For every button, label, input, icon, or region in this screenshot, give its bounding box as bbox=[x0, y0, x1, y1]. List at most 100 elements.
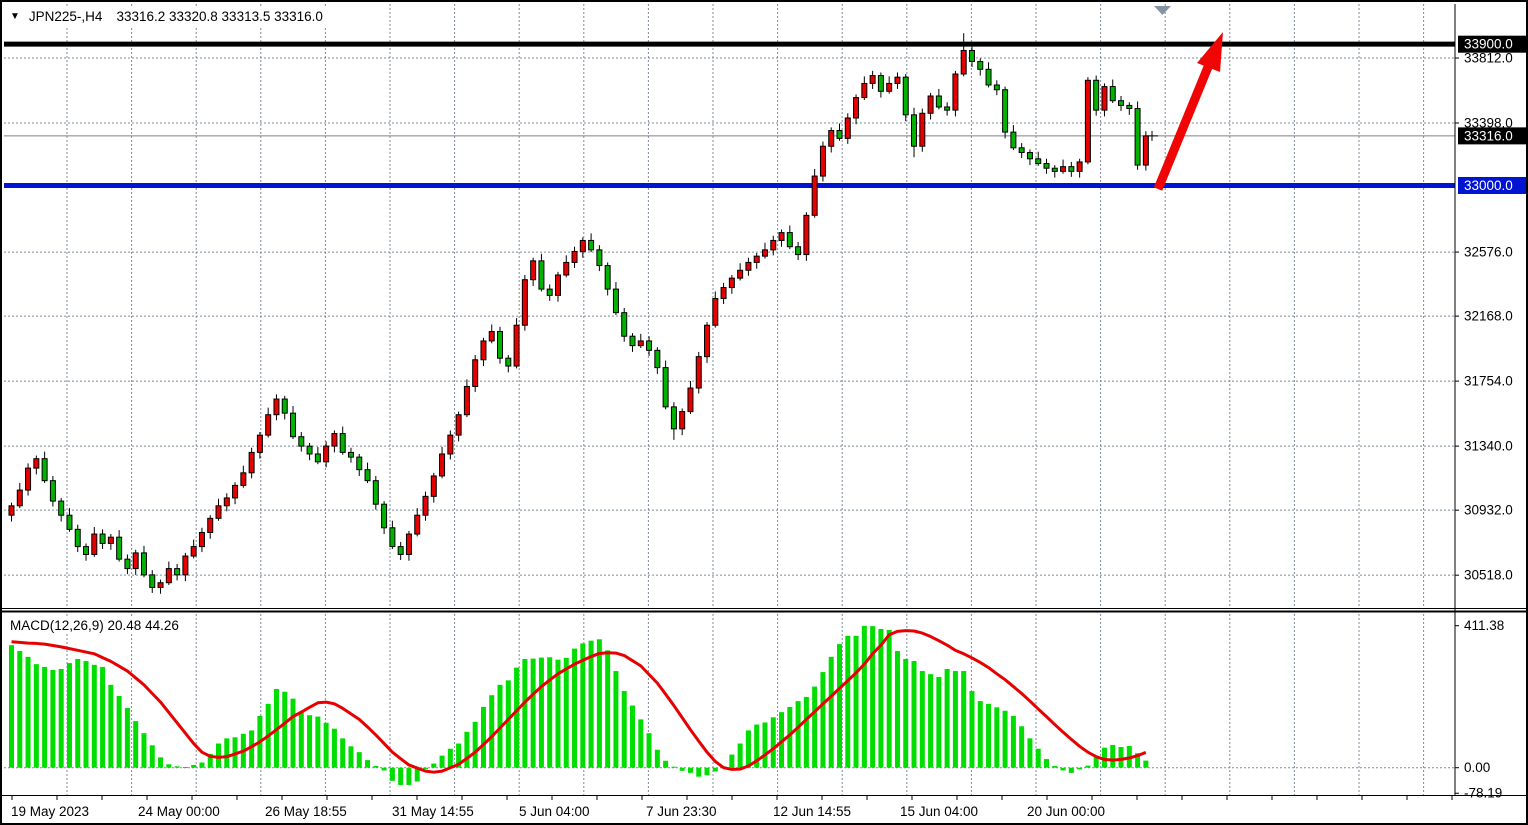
macd-histogram bbox=[9, 625, 1149, 785]
candle-bull bbox=[530, 260, 537, 281]
macd-bar bbox=[423, 767, 428, 770]
candle-bull bbox=[265, 414, 272, 436]
candle-bull bbox=[728, 277, 735, 289]
macd-bar bbox=[663, 760, 669, 768]
macd-bar bbox=[687, 767, 693, 773]
candle-bull bbox=[720, 287, 727, 300]
time-axis-label: 7 Jun 23:30 bbox=[646, 804, 717, 819]
macd-bar bbox=[33, 664, 39, 768]
candle-bull bbox=[712, 298, 719, 326]
candle-bull bbox=[1084, 79, 1091, 163]
macd-bar bbox=[745, 730, 751, 768]
macd-bar bbox=[936, 676, 942, 768]
macd-bar bbox=[133, 721, 139, 768]
candle-bull bbox=[571, 250, 578, 263]
macd-bar bbox=[572, 648, 578, 768]
macd-bar bbox=[828, 656, 834, 768]
macd-bar bbox=[1010, 715, 1016, 768]
time-axis: 19 May 2023 24 May 00:00 26 May 18:55 31 Ma… bbox=[11, 795, 1453, 819]
macd-bar bbox=[812, 686, 818, 768]
macd-bar bbox=[961, 671, 967, 768]
candle-bear bbox=[646, 340, 653, 351]
candle-bull bbox=[745, 261, 752, 271]
candle-bear bbox=[99, 533, 106, 544]
chart-shift-marker-icon[interactable] bbox=[1154, 6, 1171, 15]
macd-bar bbox=[207, 753, 213, 768]
macd-bar bbox=[762, 722, 768, 768]
macd-bar bbox=[91, 664, 97, 768]
candle-bull bbox=[33, 458, 40, 469]
macd-bar bbox=[331, 728, 337, 768]
macd-bar bbox=[530, 658, 536, 768]
macd-bar bbox=[66, 663, 72, 768]
candle-bull bbox=[563, 261, 570, 276]
collapse-triangle-icon[interactable]: ▼ bbox=[10, 10, 20, 22]
macd-bar bbox=[431, 763, 437, 768]
macd-bar bbox=[837, 644, 842, 768]
candle-bear bbox=[1035, 158, 1042, 165]
candle-bull bbox=[422, 495, 429, 516]
candle-bear bbox=[654, 349, 661, 369]
macd-bar bbox=[1002, 710, 1008, 768]
macd-bar bbox=[249, 730, 255, 768]
candle-bear bbox=[306, 445, 313, 455]
candle-bull bbox=[761, 249, 768, 257]
candle-bull bbox=[107, 536, 114, 544]
macd-bar bbox=[348, 746, 354, 768]
candle-bear bbox=[1134, 108, 1141, 166]
pane-splitter[interactable] bbox=[2, 610, 1528, 613]
macd-bar bbox=[994, 707, 1000, 768]
candle-bear bbox=[1093, 79, 1100, 111]
macd-bar bbox=[224, 738, 230, 768]
candle-bull bbox=[414, 514, 421, 535]
candle-bear bbox=[505, 357, 512, 367]
macd-bar bbox=[282, 691, 288, 768]
candle-bear bbox=[49, 480, 56, 502]
macd-bar bbox=[737, 743, 743, 768]
candle-bear bbox=[347, 451, 354, 458]
time-axis-label: 12 Jun 14:55 bbox=[773, 804, 851, 819]
macd-bar bbox=[1101, 747, 1107, 768]
macd-bar bbox=[480, 706, 486, 768]
candle-bull bbox=[240, 472, 247, 486]
candle-bull bbox=[687, 387, 694, 413]
macd-bar bbox=[1060, 767, 1066, 771]
macd-bar bbox=[911, 661, 917, 768]
candle-bear bbox=[944, 106, 951, 111]
macd-bar bbox=[654, 749, 660, 768]
candle-bear bbox=[356, 456, 363, 471]
macd-bar bbox=[588, 640, 594, 768]
price-axis-label: 31754.0 bbox=[1464, 374, 1513, 389]
candle-bull bbox=[679, 411, 686, 430]
candle-bull bbox=[463, 385, 470, 416]
candle-bear bbox=[985, 68, 992, 86]
macd-bar bbox=[307, 715, 313, 768]
macd-bar bbox=[903, 658, 909, 768]
candle-bull bbox=[853, 97, 860, 119]
candle-bull bbox=[132, 552, 139, 570]
trend-arrow[interactable] bbox=[1153, 32, 1223, 191]
candle-bull bbox=[811, 175, 818, 216]
macd-bar bbox=[712, 767, 718, 772]
candle-bull bbox=[861, 82, 868, 99]
candle-bear bbox=[389, 527, 396, 548]
macd-bar bbox=[605, 650, 611, 768]
candle-bear bbox=[604, 265, 611, 290]
macd-bar bbox=[141, 733, 147, 768]
candle-bear bbox=[74, 528, 81, 548]
macd-bar bbox=[1085, 765, 1091, 768]
candle-bull bbox=[232, 484, 239, 499]
candles-series[interactable] bbox=[8, 33, 1149, 594]
candle-bull bbox=[919, 112, 926, 147]
macd-bar bbox=[472, 721, 478, 768]
candle-bull bbox=[331, 433, 338, 447]
time-axis-label: 5 Jun 04:00 bbox=[519, 804, 590, 819]
macd-bar bbox=[952, 671, 958, 768]
candle-bear bbox=[911, 114, 918, 147]
candle-bear bbox=[58, 500, 65, 516]
candle-bull bbox=[1142, 135, 1149, 166]
time-axis-label: 20 Jun 00:00 bbox=[1027, 804, 1105, 819]
macd-bar bbox=[969, 691, 975, 768]
candle-bull bbox=[513, 324, 520, 367]
